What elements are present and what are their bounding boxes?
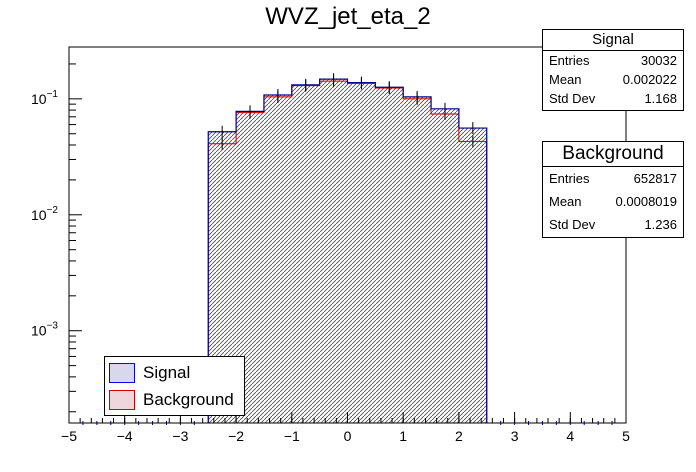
x-tick-label: −2 xyxy=(228,428,244,444)
legend-item-background: Background xyxy=(109,388,234,412)
background-entries-label: Entries xyxy=(549,171,590,186)
x-tick-label: 1 xyxy=(399,428,407,444)
signal-mean-label: Mean xyxy=(549,72,582,87)
y-tick-label: 10−1 xyxy=(31,89,58,107)
x-tick-label: 2 xyxy=(455,428,463,444)
signal-entries-label: Entries xyxy=(549,53,590,68)
hist-fill-bin-9 xyxy=(458,128,487,423)
hist-fill-bin-8 xyxy=(431,108,459,424)
histogram-bars xyxy=(207,78,488,424)
hist-fill-bin-6 xyxy=(375,87,404,423)
hist-fill-bin-3 xyxy=(291,84,320,423)
x-tick-label: −3 xyxy=(172,428,188,444)
legend-swatch-background xyxy=(109,390,135,410)
hist-fill-bin-5 xyxy=(347,82,376,423)
background-entries-value: 652817 xyxy=(633,171,677,186)
background-mean-label: Mean xyxy=(549,194,582,209)
signal-mean-value: 0.002022 xyxy=(622,72,677,87)
chart-title: WVZ_jet_eta_2 xyxy=(265,3,430,30)
hist-fill-bin-4 xyxy=(319,79,348,423)
x-tick-label: −5 xyxy=(61,428,77,444)
signal-entries-value: 30032 xyxy=(640,53,677,68)
x-tick-label: 0 xyxy=(344,428,352,444)
signal-stats-title: Signal xyxy=(543,30,683,51)
legend: Signal Background xyxy=(104,356,245,416)
legend-label-background: Background xyxy=(143,390,234,409)
background-stats-box: Background Entries 652817 Mean 0.0008019… xyxy=(542,141,684,238)
legend-swatch-signal xyxy=(109,363,135,383)
background-mean-value: 0.0008019 xyxy=(615,194,677,209)
legend-item-signal: Signal xyxy=(109,361,190,385)
x-tick-label: 5 xyxy=(622,428,630,444)
legend-label-signal: Signal xyxy=(143,363,191,382)
x-tick-label: −1 xyxy=(284,428,300,444)
x-tick-label: −4 xyxy=(117,428,133,444)
signal-std-value: 1.168 xyxy=(644,91,677,106)
signal-std-label: Std Dev xyxy=(549,91,596,106)
x-tick-label: 3 xyxy=(511,428,519,444)
background-std-value: 1.236 xyxy=(644,217,677,232)
x-axis: −5 −4 −3 −2 −1 0 1 2 3 4 5 xyxy=(61,412,630,444)
hist-fill-bin-2 xyxy=(263,94,292,423)
background-std-label: Std Dev xyxy=(549,217,596,232)
hist-fill-bin-7 xyxy=(403,96,432,423)
error-bars xyxy=(82,73,613,425)
signal-stats-box: Signal Entries 30032 Mean 0.002022 Std D… xyxy=(542,29,684,111)
x-tick-label: 4 xyxy=(566,428,574,444)
y-tick-label: 10−3 xyxy=(31,321,58,339)
y-tick-label: 10−2 xyxy=(31,205,58,223)
background-stats-title: Background xyxy=(543,142,683,167)
y-axis: 10−3 10−2 10−1 xyxy=(31,63,82,413)
